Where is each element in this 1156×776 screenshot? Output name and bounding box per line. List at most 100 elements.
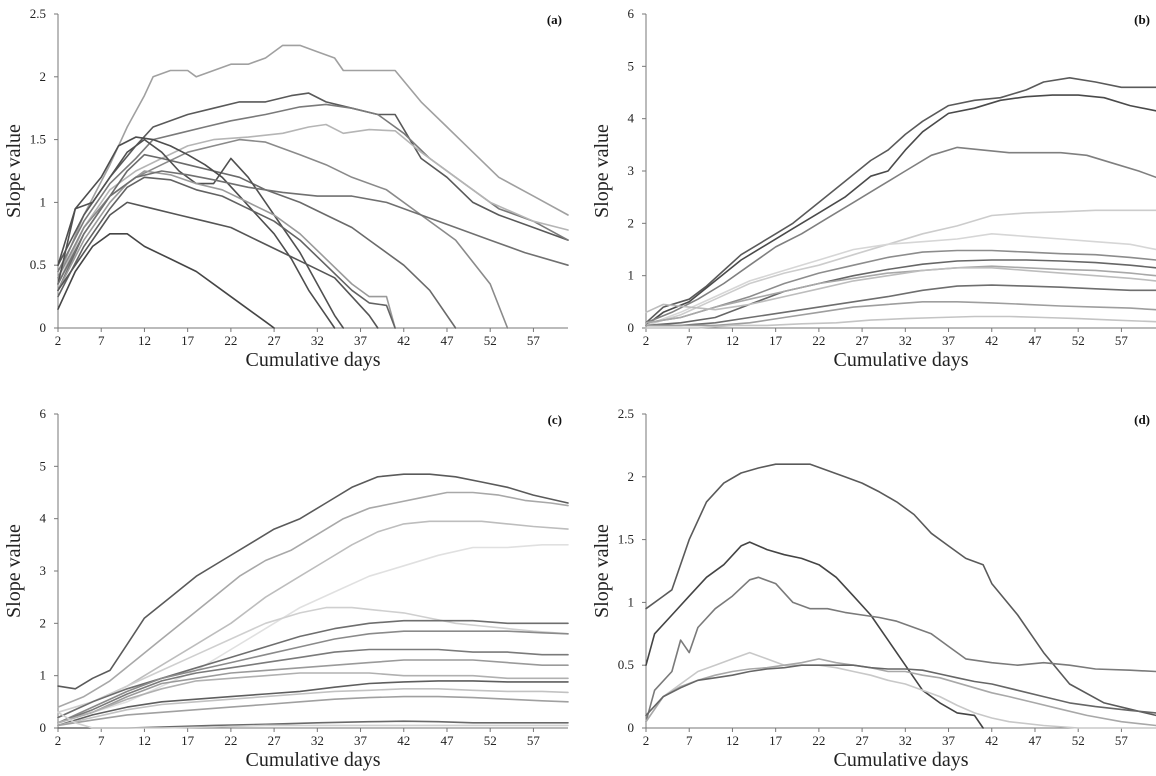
series-line-2	[645, 94, 1156, 327]
series-line-8	[645, 265, 1156, 324]
series-line-15	[57, 711, 569, 729]
series-line-1	[57, 473, 569, 690]
y-tick-label: 1	[40, 668, 47, 683]
series-line-1	[57, 44, 569, 279]
x-tick-label: 7	[686, 733, 693, 748]
y-tick-label: 6	[40, 406, 47, 421]
y-tick-label: 5	[40, 458, 47, 473]
chart-panel-4: 00.511.522.52 7 12 17 22 27 32 37 42 47 52 57Cumula…	[591, 406, 1156, 771]
x-tick-label: 37	[942, 733, 956, 748]
y-tick-label: 1	[628, 268, 635, 283]
chart-panel-1: 00.511.522.52 7 12 17 22 27 32 37 42 47 52 57Cumula…	[3, 6, 569, 371]
series-line-2	[57, 491, 569, 708]
series-line-12	[645, 315, 1156, 329]
x-tick-label: 37	[354, 333, 368, 348]
x-tick-label: 52	[1072, 333, 1085, 348]
y-axis-title: Slope value	[591, 124, 613, 218]
x-tick-label: 27	[856, 333, 870, 348]
x-tick-label: 17	[769, 333, 783, 348]
x-tick-label: 22	[812, 333, 825, 348]
series-line-8	[57, 136, 336, 329]
x-tick-label: 2	[643, 333, 650, 348]
x-tick-label: 47	[1028, 333, 1042, 348]
series-line-14	[57, 720, 569, 729]
series-line-8	[57, 648, 569, 724]
y-tick-label: 2.5	[30, 6, 46, 21]
x-tick-label: 17	[769, 733, 783, 748]
series-line-10	[645, 284, 1156, 327]
series-line-3	[645, 146, 1156, 324]
y-tick-label: 0	[40, 320, 47, 335]
x-tick-label: 37	[354, 733, 368, 748]
y-tick-label: 0	[40, 720, 47, 735]
series-line-5	[57, 606, 569, 714]
series-line-6	[57, 153, 457, 329]
x-tick-label: 47	[440, 733, 454, 748]
series-line-11	[57, 680, 569, 727]
panel-label: (a)	[547, 12, 562, 27]
x-tick-label: 32	[311, 733, 324, 748]
x-tick-label: 57	[527, 733, 541, 748]
x-tick-label: 42	[985, 733, 998, 748]
x-tick-label: 7	[98, 733, 105, 748]
x-tick-label: 42	[397, 733, 410, 748]
y-axis-title: Slope value	[591, 524, 613, 618]
y-tick-label: 0.5	[30, 257, 46, 272]
panel-label: (c)	[548, 412, 562, 427]
x-tick-label: 12	[138, 733, 151, 748]
x-tick-label: 17	[181, 333, 195, 348]
y-tick-label: 2	[628, 469, 635, 484]
series-line-11	[645, 300, 1156, 327]
y-tick-label: 4	[40, 511, 47, 526]
y-tick-label: 5	[628, 58, 635, 73]
series-line-4	[57, 123, 569, 285]
x-tick-label: 2	[643, 733, 650, 748]
y-tick-label: 2	[628, 215, 635, 230]
y-axis-title: Slope value	[3, 524, 25, 618]
y-axis-title: Slope value	[3, 124, 25, 218]
series-line-10	[57, 176, 396, 329]
y-tick-label: 2.5	[618, 406, 634, 421]
x-tick-label: 52	[484, 333, 497, 348]
x-tick-label: 27	[856, 733, 870, 748]
x-tick-label: 17	[181, 733, 195, 748]
x-tick-label: 12	[726, 733, 739, 748]
series-line-1	[645, 77, 1156, 324]
series-line-6	[645, 249, 1156, 324]
series-line-6	[57, 619, 569, 719]
x-tick-label: 12	[726, 333, 739, 348]
series-line-5	[645, 233, 1156, 327]
series-line-9	[645, 266, 1156, 314]
x-axis-title: Cumulative days	[834, 749, 969, 771]
x-tick-label: 57	[1115, 733, 1129, 748]
series-line-7	[57, 138, 345, 329]
x-tick-label: 52	[1072, 733, 1085, 748]
x-tick-label: 22	[812, 733, 825, 748]
x-tick-label: 42	[397, 333, 410, 348]
x-tick-label: 2	[55, 333, 62, 348]
y-tick-label: 1	[40, 194, 47, 209]
series-line-10	[57, 672, 569, 724]
series-line-9	[57, 659, 569, 724]
series-line-4	[645, 651, 1156, 729]
y-tick-label: 2	[40, 69, 47, 84]
y-tick-label: 3	[628, 163, 635, 178]
series-line-13	[57, 170, 569, 285]
x-tick-label: 57	[1115, 333, 1129, 348]
series-line-1	[645, 463, 1156, 717]
x-axis-title: Cumulative days	[246, 749, 381, 771]
y-tick-label: 3	[40, 563, 47, 578]
x-tick-label: 27	[268, 733, 282, 748]
panel-label: (d)	[1134, 412, 1150, 427]
x-tick-label: 22	[224, 333, 237, 348]
series-line-11	[57, 201, 379, 329]
x-tick-label: 37	[942, 333, 956, 348]
series-line-7	[645, 259, 1156, 327]
x-tick-label: 47	[1028, 733, 1042, 748]
x-axis-title: Cumulative days	[246, 349, 381, 371]
y-tick-label: 0	[628, 720, 635, 735]
x-tick-label: 12	[138, 333, 151, 348]
